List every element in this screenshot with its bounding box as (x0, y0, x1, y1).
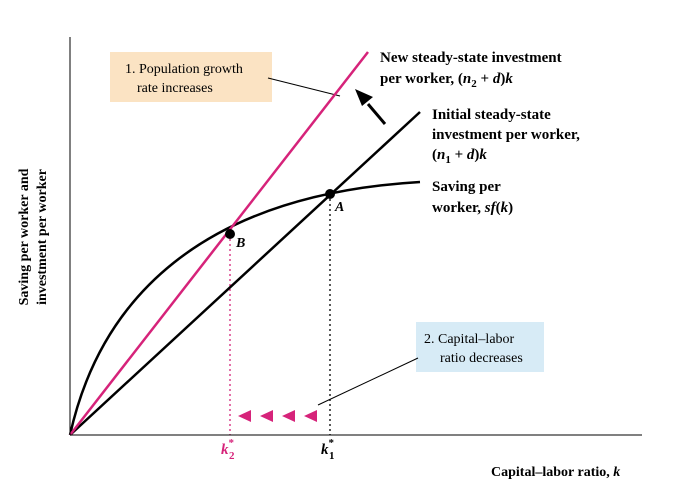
saving-label-func: sf (484, 200, 498, 216)
new-investment-label-d: d (493, 71, 501, 87)
initial-investment-label-sub: 1 (445, 154, 451, 166)
saving-curve (68, 180, 421, 436)
initial-investment-label-n: n (437, 147, 445, 163)
point-b-marker (225, 229, 235, 239)
new-investment-label-sub: 2 (471, 78, 477, 90)
x-axis-label-text: Capital–labor ratio, (491, 465, 613, 480)
capital-labor-callout-line1: 2. Capital–labor (424, 332, 515, 347)
k2-star-sup: * (229, 437, 235, 449)
initial-investment-line (69, 111, 421, 436)
initial-investment-label-k: k (479, 147, 487, 163)
new-investment-label-line2: per worker, (n2 + d)k (380, 71, 513, 90)
saving-label-k: k (501, 200, 509, 216)
k1-star-base: k (321, 442, 329, 458)
k2-star-label: k* 2 (221, 437, 235, 462)
new-investment-label-mid: + (477, 71, 493, 87)
initial-investment-label-line3: (n1 + d)k (432, 147, 487, 166)
population-callout-line2: rate increases (137, 81, 213, 96)
saving-label-prefix: worker, (432, 200, 485, 216)
point-b-label: B (235, 236, 245, 251)
shift-arrowhead (355, 89, 373, 106)
new-investment-label-n: n (463, 71, 471, 87)
population-callout-line1: 1. Population growth (125, 62, 243, 77)
shift-arrow (366, 103, 387, 125)
leftward-arrow-4 (304, 410, 317, 422)
k1-star-sub: 1 (329, 450, 335, 462)
capital-labor-callout-leader (317, 357, 419, 406)
initial-investment-label-line2: investment per worker, (432, 127, 580, 143)
leftward-arrow-2 (260, 410, 273, 422)
saving-label-line2: worker, sf(k) (432, 200, 513, 216)
new-investment-label-prefix: per worker, ( (380, 71, 463, 87)
k2-star-base: k (221, 442, 229, 458)
y-axis-label-line2: investment per worker (35, 169, 50, 305)
initial-investment-label-open: ( (432, 147, 437, 163)
new-investment-label-k: k (505, 71, 513, 87)
new-investment-label-close: ) (500, 71, 505, 87)
initial-investment-label-line1: Initial steady-state (432, 107, 551, 123)
capital-labor-callout-line2: ratio decreases (440, 351, 523, 366)
initial-investment-label-close: ) (474, 147, 479, 163)
leftward-arrow-1 (238, 410, 251, 422)
population-callout-box (110, 52, 272, 102)
leftward-arrow-3 (282, 410, 295, 422)
point-a-label: A (334, 200, 344, 215)
x-axis-label-var: k (613, 465, 620, 480)
initial-investment-label-mid: + (451, 147, 467, 163)
saving-label-line1: Saving per (432, 179, 501, 195)
population-callout-leader (267, 77, 341, 97)
y-axis-label-line1: Saving per worker and (17, 168, 32, 305)
capital-labor-callout-box (416, 322, 544, 372)
initial-investment-label-d: d (467, 147, 475, 163)
saving-label-close: ) (508, 200, 513, 216)
k1-star-sup: * (329, 437, 335, 449)
saving-label-open: ( (496, 200, 501, 216)
x-axis-label: Capital–labor ratio, k (491, 465, 620, 480)
new-investment-line (69, 51, 369, 436)
k1-star-label: k* 1 (321, 437, 335, 462)
point-a-marker (325, 189, 335, 199)
new-investment-label-line1: New steady-state investment (380, 50, 562, 66)
k2-star-sub: 2 (229, 450, 235, 462)
